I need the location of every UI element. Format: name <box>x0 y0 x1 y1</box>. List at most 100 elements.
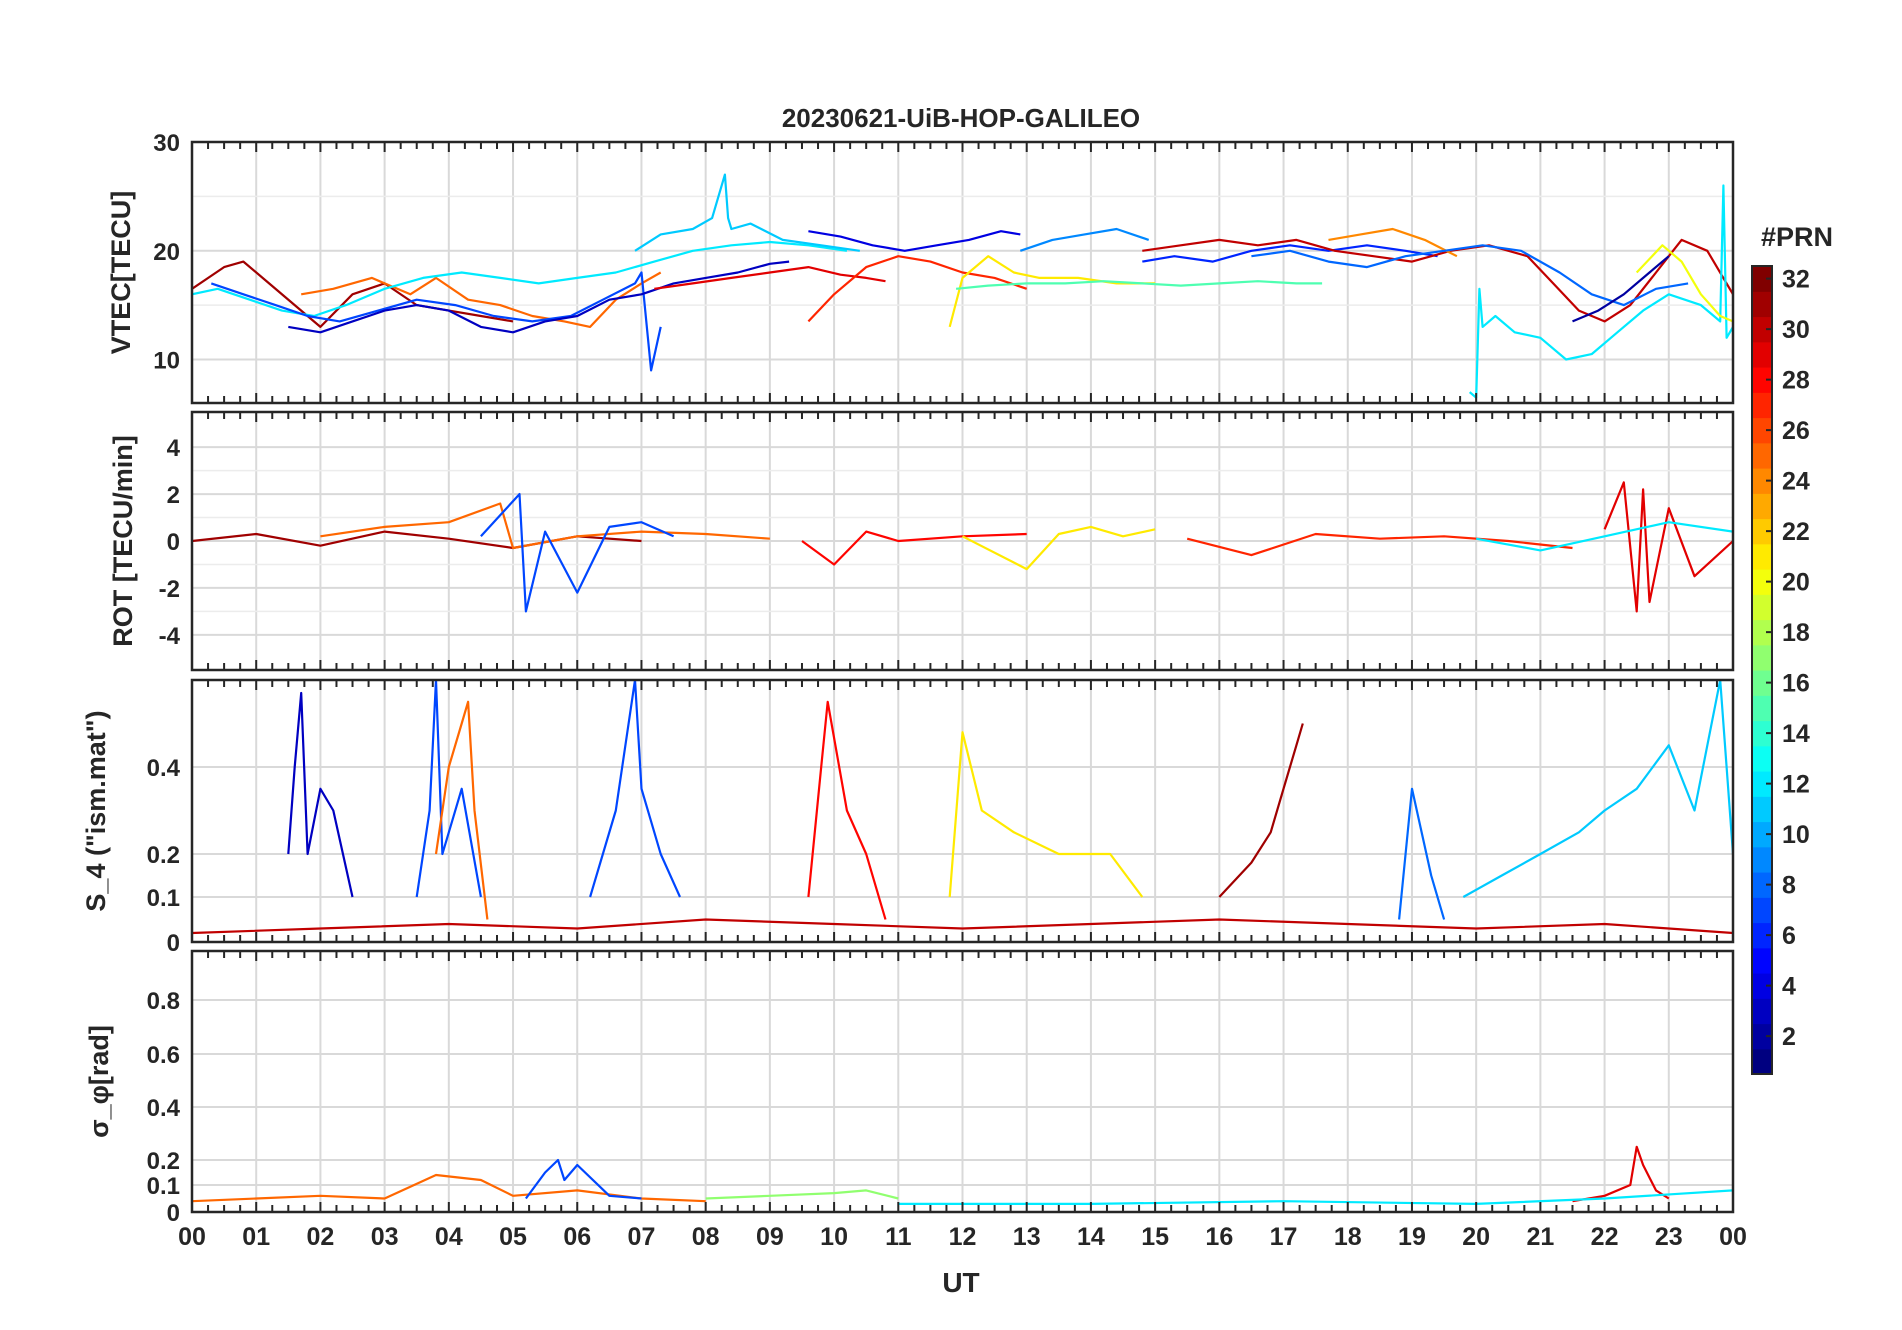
colorbar-band <box>1752 543 1772 570</box>
colorbar-band <box>1752 720 1772 747</box>
series-line-prn-4 <box>808 230 1021 252</box>
colorbar-band <box>1752 392 1772 419</box>
series-line-prn-27 <box>1186 532 1573 557</box>
series-line-prn-17 <box>705 1189 899 1200</box>
colorbar-band <box>1752 846 1772 873</box>
series-line-prn-12 <box>192 240 848 318</box>
x-tick-label: 20 <box>1462 1223 1490 1251</box>
colorbar-band <box>1752 771 1772 797</box>
x-tick-label: 11 <box>885 1223 912 1251</box>
colorbar-tick-label: 6 <box>1782 922 1796 950</box>
colorbar-label: #PRN <box>1761 222 1833 252</box>
colorbar-tick-label: 26 <box>1782 417 1810 445</box>
colorbar-tick-label: 2 <box>1782 1023 1796 1051</box>
x-tick-label: 19 <box>1398 1223 1426 1251</box>
colorbar-band <box>1752 1048 1772 1075</box>
x-tick-label: 03 <box>371 1223 399 1251</box>
x-tick-label: 04 <box>435 1223 463 1251</box>
y-tick-label: 0 <box>167 1200 180 1227</box>
x-tick-label: 06 <box>563 1223 591 1251</box>
colorbar-band <box>1752 266 1772 292</box>
series-line-prn-8 <box>1251 244 1689 307</box>
colorbar-band <box>1752 291 1772 318</box>
y-tick-label: 0 <box>167 529 180 556</box>
series-line-prn-27 <box>807 255 1028 323</box>
panel-frame <box>190 678 1735 944</box>
colorbar-tick-label: 30 <box>1782 316 1810 344</box>
series-line-prn-29 <box>1572 1145 1670 1203</box>
series-line-prn-8 <box>1398 787 1446 920</box>
colorbar-band <box>1752 442 1772 469</box>
x-tick-label: 17 <box>1270 1223 1298 1251</box>
y-tick-label: -4 <box>159 623 181 650</box>
series-line-prn-28 <box>807 700 887 920</box>
colorbar-band <box>1752 998 1772 1025</box>
series-line-prn-29 <box>1603 481 1733 613</box>
y-axis-label: σ_φ[rad] <box>84 1025 114 1138</box>
series-line-prn-28 <box>801 530 1027 566</box>
colorbar-band <box>1752 468 1772 494</box>
x-tick-label: 18 <box>1334 1223 1362 1251</box>
x-tick-label: 00 <box>178 1223 206 1251</box>
y-tick-label: 0.1 <box>147 885 180 912</box>
colorbar-band <box>1752 872 1772 898</box>
series-line-prn-24 <box>1328 227 1458 258</box>
series-line-prn-12 <box>1468 184 1733 399</box>
series-line-prn-6 <box>1142 244 1438 263</box>
colorbar-band <box>1752 922 1772 949</box>
colorbar-tick-label: 4 <box>1782 973 1796 1001</box>
colorbar-band <box>1752 821 1772 848</box>
x-tick-label: 21 <box>1526 1223 1554 1251</box>
colorbar-tick-label: 10 <box>1782 821 1810 849</box>
colorbar-band <box>1752 367 1772 393</box>
x-tick-label: 07 <box>628 1223 656 1251</box>
x-tick-label: 12 <box>949 1223 977 1251</box>
y-tick-label: -2 <box>159 576 180 603</box>
x-tick-label: 13 <box>1013 1223 1041 1251</box>
colorbar-band <box>1752 594 1772 621</box>
y-tick-label: 0.2 <box>147 1148 180 1175</box>
x-tick-label: 02 <box>307 1223 335 1251</box>
series-group <box>192 1145 1733 1206</box>
series-line-prn-7 <box>525 1158 642 1200</box>
x-tick-label: 10 <box>820 1223 848 1251</box>
y-tick-label: 30 <box>153 130 180 157</box>
colorbar-frame <box>1751 265 1773 1075</box>
x-tick-label: 08 <box>692 1223 720 1251</box>
panel-frame <box>190 949 1735 1214</box>
series-line-prn-29 <box>654 266 886 290</box>
colorbar-tick-label: 8 <box>1782 872 1796 900</box>
series-line-prn-7 <box>480 493 675 613</box>
series-line-prn-21 <box>961 525 1156 571</box>
colorbar-tick-label: 14 <box>1782 720 1810 748</box>
series-line-prn-11 <box>634 173 860 252</box>
colorbar-band <box>1752 670 1772 696</box>
y-tick-label: 0.4 <box>147 1095 181 1122</box>
series-line-prn-9 <box>1019 227 1150 252</box>
x-tick-label: 09 <box>756 1223 784 1251</box>
y-tick-label: 20 <box>153 239 180 266</box>
y-tick-label: 0.4 <box>147 755 181 782</box>
y-tick-label: 10 <box>153 348 180 375</box>
colorbar-tick-label: 24 <box>1782 468 1810 496</box>
y-tick-label: 0.1 <box>147 1173 180 1200</box>
series-line-prn-3 <box>288 260 790 334</box>
x-tick-label: 15 <box>1141 1223 1169 1251</box>
series-line-prn-3 <box>287 691 354 898</box>
series-group <box>192 680 1733 935</box>
x-tick-label: 14 <box>1077 1223 1105 1251</box>
series-line-prn-2 <box>1572 255 1670 323</box>
colorbar-band <box>1752 493 1772 520</box>
chart-title: 20230621-UiB-HOP-GALILEO <box>782 103 1140 133</box>
colorbar-tick-label: 12 <box>1782 771 1810 799</box>
colorbar-band <box>1752 897 1772 924</box>
colorbar-band <box>1752 745 1772 772</box>
series-group <box>192 481 1733 613</box>
y-axis-label: ROT [TECU/min] <box>108 435 138 646</box>
panel-1: 10 20 30 VTEC[TECU] <box>106 130 1735 405</box>
series-line-prn-25 <box>434 700 489 920</box>
x-tick-label: 16 <box>1205 1223 1233 1251</box>
x-tick-label: 22 <box>1591 1223 1619 1251</box>
panel-4: 00.10.2 0.4 0.6 0.8 σ_φ[rad] <box>84 949 1735 1227</box>
